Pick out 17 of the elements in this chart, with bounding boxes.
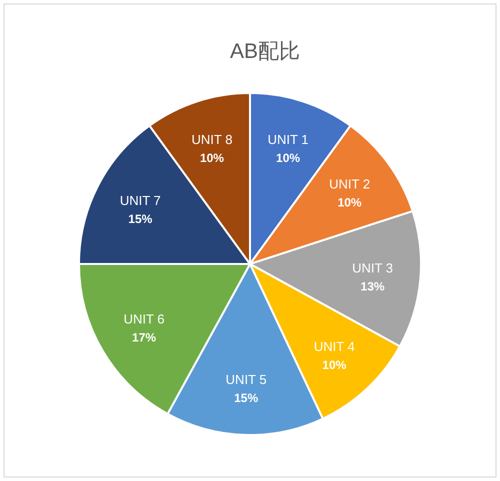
data-label: 10%: [276, 150, 300, 165]
slice-label: UNIT 2: [329, 176, 370, 192]
data-label: 17%: [132, 330, 156, 345]
slice-label: UNIT 3: [352, 260, 394, 276]
chart-title: AB配比: [230, 40, 300, 63]
slice-label: UNIT 6: [124, 312, 164, 327]
slice-label: UNIT 7: [120, 193, 161, 208]
data-label: 10%: [322, 358, 347, 372]
data-label: 13%: [360, 280, 385, 294]
data-label: 15%: [128, 212, 153, 226]
data-label: 10%: [338, 196, 362, 210]
slice-label: UNIT 1: [268, 132, 309, 147]
data-label: 10%: [200, 150, 224, 165]
slice-label: UNIT 4: [314, 338, 355, 354]
slice-label: UNIT 8: [191, 132, 232, 147]
slice-label: UNIT 5: [226, 372, 267, 388]
data-label: 15%: [234, 391, 258, 406]
